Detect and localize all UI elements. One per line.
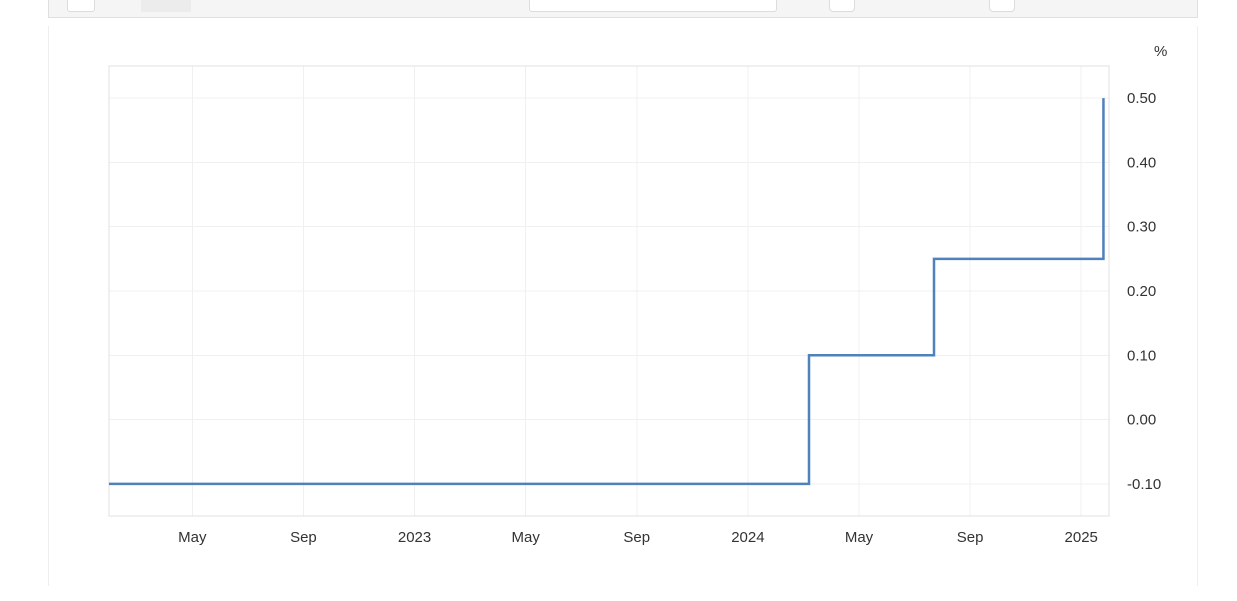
y-tick-label: 0.40 — [1127, 154, 1156, 171]
toolbar-button[interactable] — [989, 0, 1015, 12]
x-tick-label: Sep — [290, 529, 317, 546]
y-tick-label: 0.00 — [1127, 412, 1156, 429]
y-tick-label: 0.20 — [1127, 283, 1156, 300]
y-tick-label: 0.50 — [1127, 90, 1156, 107]
x-tick-label: Sep — [957, 529, 984, 546]
x-tick-label: 2023 — [398, 529, 431, 546]
x-tick-label: May — [511, 529, 540, 546]
toolbar-button[interactable] — [829, 0, 855, 12]
chart-toolbar — [48, 0, 1198, 18]
chart-frame: -0.10 0.00 0.10 0.20 0.30 0.40 0.50 May Sep 2023 M… — [0, 0, 1237, 601]
y-tick-label: 0.30 — [1127, 219, 1156, 236]
toolbar-select[interactable] — [529, 0, 777, 12]
x-tick-label: May — [178, 529, 207, 546]
x-tick-label: May — [845, 529, 874, 546]
toolbar-button[interactable] — [141, 0, 191, 12]
line-chart: -0.10 0.00 0.10 0.20 0.30 0.40 0.50 May Sep 2023 M… — [49, 26, 1199, 586]
x-tick-label: 2025 — [1065, 529, 1098, 546]
y-tick-label: -0.10 — [1127, 476, 1161, 493]
y-axis-unit: % — [1154, 43, 1167, 60]
chart-container: -0.10 0.00 0.10 0.20 0.30 0.40 0.50 May Sep 2023 M… — [48, 26, 1198, 586]
y-tick-label: 0.10 — [1127, 347, 1156, 364]
x-tick-label: 2024 — [731, 529, 764, 546]
x-tick-label: Sep — [623, 529, 650, 546]
toolbar-button[interactable] — [67, 0, 95, 12]
